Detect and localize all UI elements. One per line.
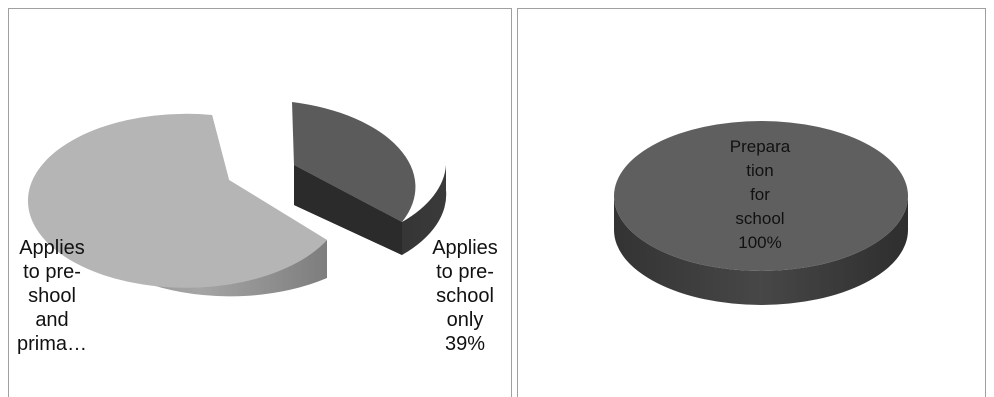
pie-top-right bbox=[614, 121, 908, 271]
slice-top-dark bbox=[292, 102, 416, 222]
slice-top-light-fill bbox=[27, 113, 327, 288]
data-label-applies-to-preschool-and-primary: Applies to pre- shool and prima… bbox=[16, 237, 87, 355]
slice-cut-dark bbox=[294, 165, 402, 255]
pie-side-right bbox=[614, 196, 908, 305]
data-label-applies-to-preschool-only: Applies to pre- school only 39% bbox=[432, 237, 498, 355]
data-label-preparation-for-school: Prepara tion for school 100% bbox=[729, 137, 791, 252]
panel-divider bbox=[512, 8, 517, 397]
pie-slice-applies-to-preschool-only bbox=[292, 102, 447, 255]
pie-slice-preparation-for-school bbox=[614, 121, 908, 305]
pie-slice-applies-to-preschool-and-primary bbox=[27, 113, 327, 297]
